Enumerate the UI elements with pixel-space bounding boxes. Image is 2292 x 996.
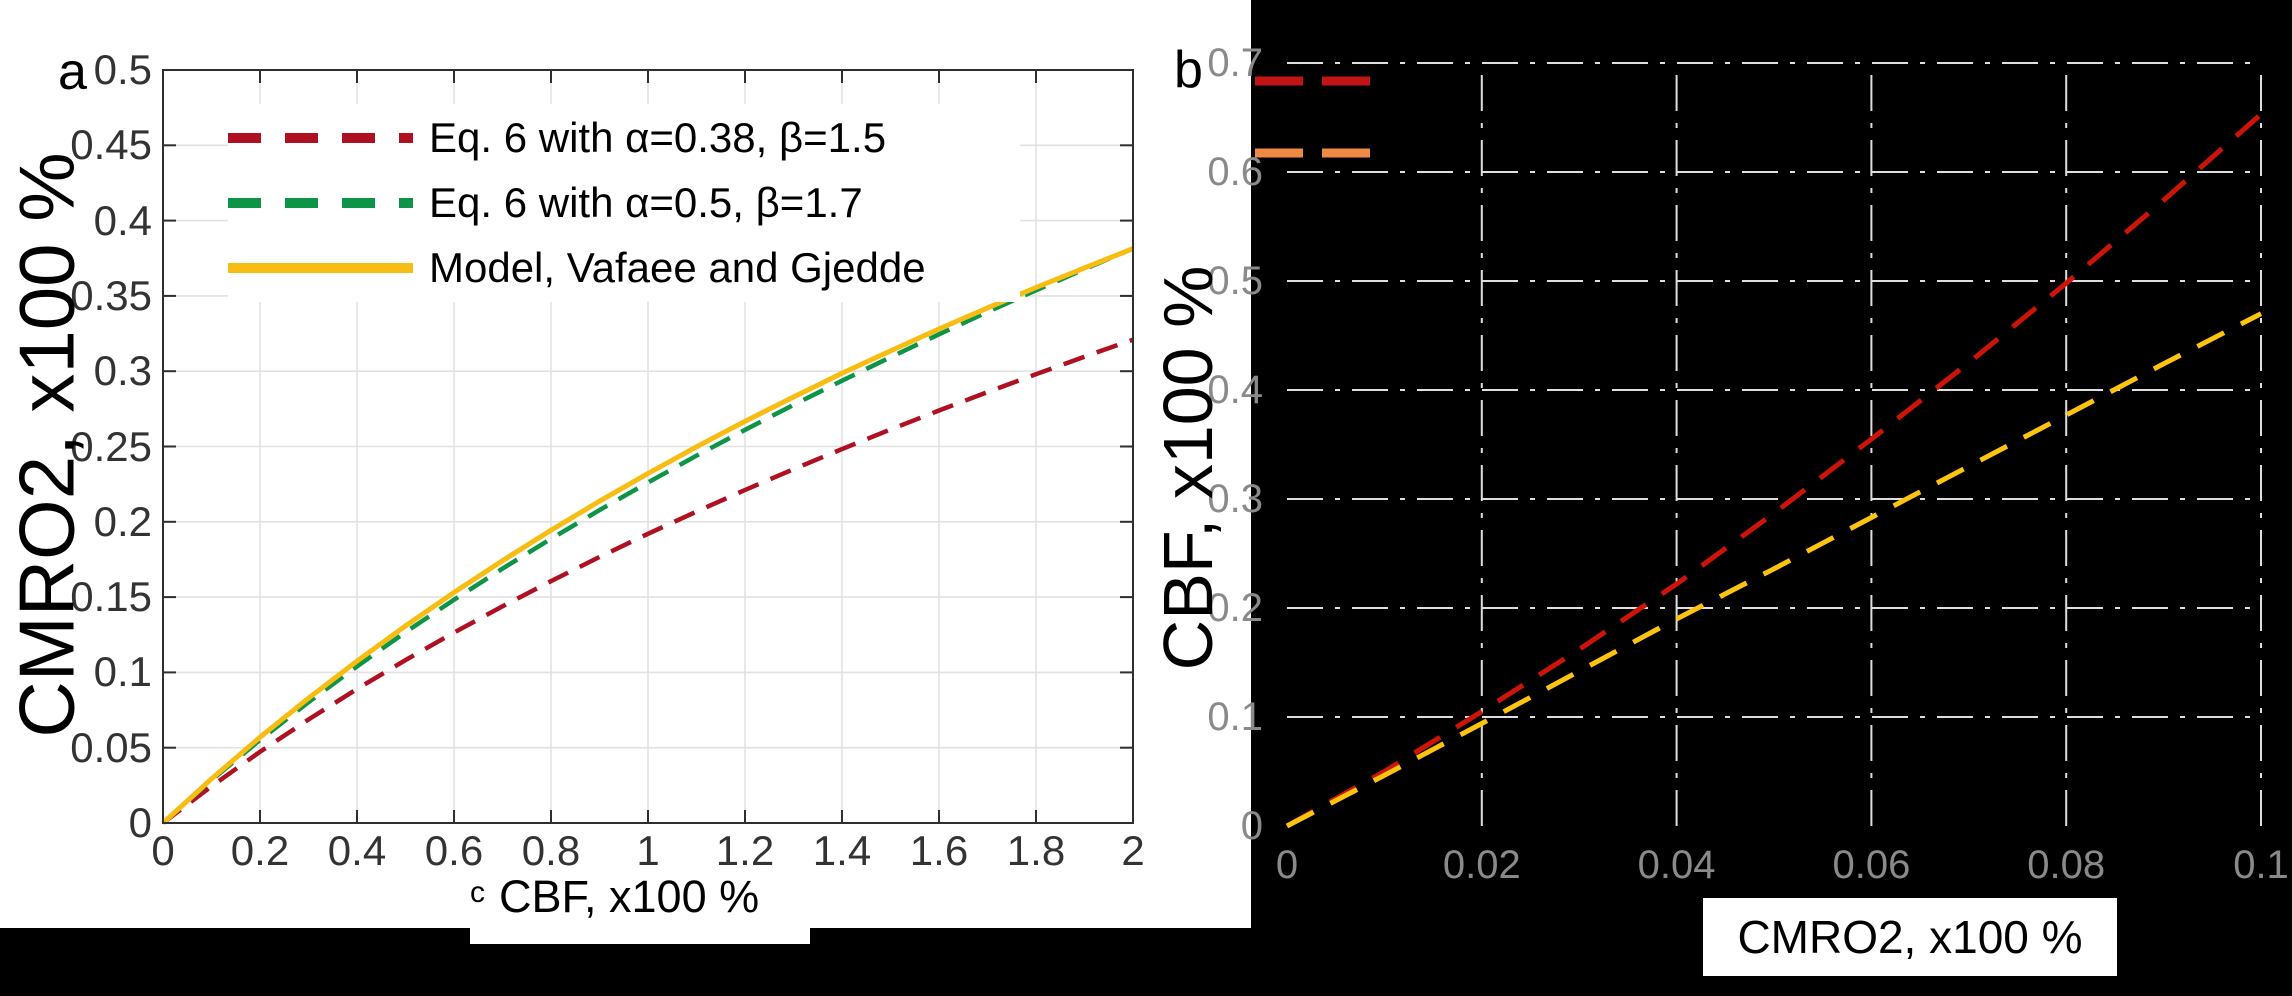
x-tick-label: 0.8 xyxy=(521,827,581,874)
x-tick-label: 1.4 xyxy=(812,827,872,874)
x-tick-label: 0.04 xyxy=(1637,843,1716,887)
y-tick-label: 0.6 xyxy=(1207,150,1263,194)
panel-a-xlabel-prefix: c xyxy=(470,876,485,909)
legend-label: Eq. 6 with α=0.5, β=1.7 xyxy=(429,179,863,226)
legend-line-sample xyxy=(228,263,413,273)
x-tick-label: 2 xyxy=(1121,827,1145,874)
x-tick-label: 1.8 xyxy=(1006,827,1066,874)
legend-label: Model, Vafaee and Gjedde xyxy=(429,244,926,291)
y-tick-label: 0.5 xyxy=(93,46,152,93)
series-curve xyxy=(161,337,1134,825)
y-tick-label: 0.1 xyxy=(1207,695,1263,739)
y-tick-label: 0.45 xyxy=(70,121,152,169)
panel-a-letter: a xyxy=(58,43,87,101)
series-curve xyxy=(161,246,1134,825)
y-tick-label: 0.1 xyxy=(93,648,152,696)
series-curve xyxy=(1285,112,2263,829)
y-tick-label: 0.2 xyxy=(1207,586,1263,630)
panel-b-xlabel-text: CMRO2, x100 % xyxy=(1737,911,2083,963)
y-tick-label: 0.2 xyxy=(93,497,152,545)
x-tick-label: 0.2 xyxy=(230,827,290,874)
legend-item: Eq. 6 with α=0.5, β=1.7 xyxy=(228,173,1020,233)
y-tick-label: 0.3 xyxy=(93,347,152,395)
panel-b-letter: b xyxy=(1174,41,1203,99)
y-tick-label: 0.05 xyxy=(70,723,152,771)
panel-a-xlabel-box xyxy=(470,866,810,944)
y-tick-label: 0.3 xyxy=(1207,477,1263,521)
panel-b-y-axis-label: CBF, x100 % xyxy=(1149,265,1227,671)
y-tick-label: 0 xyxy=(128,799,152,846)
y-tick-label: 0.25 xyxy=(70,422,152,470)
y-tick-label: 0.35 xyxy=(70,271,152,319)
x-tick-label: 1.6 xyxy=(909,827,969,874)
x-tick-label: 0.6 xyxy=(424,827,484,874)
x-tick-label: 0.08 xyxy=(2027,843,2106,887)
x-tick-label: 1.2 xyxy=(715,827,775,874)
x-tick-label: 0 xyxy=(151,827,175,874)
y-tick-label: 0.7 xyxy=(1207,41,1263,85)
panel-a-y-axis-label: CMRO2, x100 % xyxy=(2,152,91,738)
x-tick-label: 0.4 xyxy=(327,827,387,874)
series-curve xyxy=(1285,311,2263,829)
y-tick-label: 0.4 xyxy=(93,196,152,244)
legend-label: Eq. 6 with α=0.38, β=1.5 xyxy=(429,114,887,161)
panel-a-xlabel-text: CBF, x100 % xyxy=(499,871,760,922)
panel-a-x-axis-label: c CBF, x100 % xyxy=(470,872,759,922)
panel-b-xlabel-box: CMRO2, x100 % xyxy=(1703,898,2117,976)
legend-item: Eq. 6 with α=0.38, β=1.5 xyxy=(228,108,1020,168)
x-tick-label: 1 xyxy=(636,827,660,874)
x-tick-label: 0.06 xyxy=(1832,843,1911,887)
y-tick-label: 0.15 xyxy=(70,573,152,621)
series-curve xyxy=(161,246,1134,825)
legend-item: Model, Vafaee and Gjedde xyxy=(228,238,1020,298)
y-tick-label: 0.4 xyxy=(1207,368,1263,412)
legend-line-sample xyxy=(228,133,413,143)
panel-a-legend: Eq. 6 with α=0.38, β=1.5 Eq. 6 with α=0.5… xyxy=(228,104,1020,302)
y-tick-label: 0 xyxy=(1240,804,1263,848)
x-tick-label: 0 xyxy=(1275,843,1299,887)
x-tick-label: 0.02 xyxy=(1442,843,1521,887)
y-tick-label: 0.5 xyxy=(1207,259,1263,303)
legend-line-sample xyxy=(228,198,413,208)
x-tick-label: 0.1 xyxy=(2233,843,2289,887)
